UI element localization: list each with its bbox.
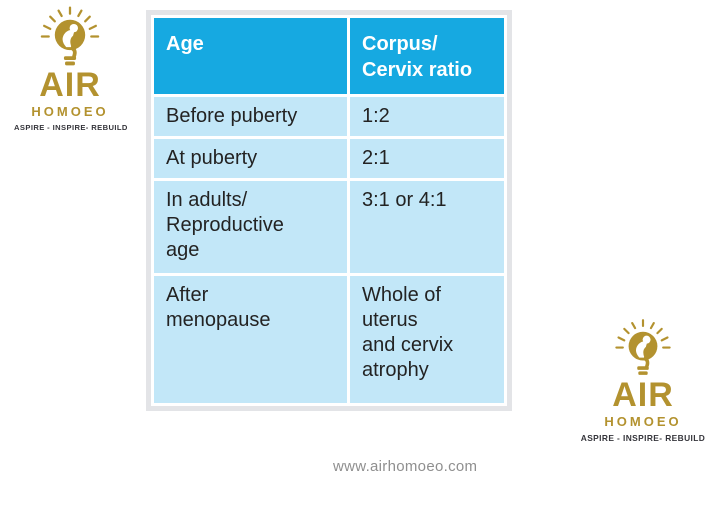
cell-ratio: 3:1 or 4:1	[350, 181, 504, 273]
cell-age: After menopause	[154, 276, 347, 403]
logo-subbrand-text: HOMOEO	[31, 103, 109, 119]
corpus-cervix-ratio-table: Age Corpus/ Cervix ratio Before puberty …	[146, 10, 512, 411]
logo-tagline-text: ASPIRE - INSPIRE- REBUILD	[14, 122, 128, 132]
table-row: After menopause Whole of uterus and cerv…	[154, 276, 504, 403]
website-url-text: www.airhomoeo.com	[333, 458, 478, 475]
table-header-row: Age Corpus/ Cervix ratio	[154, 18, 504, 94]
logo-brand-text: AIR	[612, 376, 674, 414]
lightbulb-logo-icon	[615, 319, 671, 375]
lightbulb-logo-icon	[40, 6, 100, 66]
cell-ratio: 2:1	[350, 139, 504, 178]
table-row: Before puberty 1:2	[154, 97, 504, 136]
table-row: In adults/ Reproductive age 3:1 or 4:1	[154, 181, 504, 273]
air-homoeo-logo-bottom-right: AIR HOMOEO ASPIRE - INSPIRE- REBUILD	[578, 318, 708, 443]
cell-age: In adults/ Reproductive age	[154, 181, 347, 273]
cell-age: At puberty	[154, 139, 347, 178]
cell-age: Before puberty	[154, 97, 347, 136]
cell-ratio: 1:2	[350, 97, 504, 136]
table-row: At puberty 2:1	[154, 139, 504, 178]
logo-brand-text: AIR	[39, 66, 101, 104]
air-homoeo-logo-top-left: AIR HOMOEO ASPIRE - INSPIRE- REBUILD	[14, 6, 128, 132]
logo-subbrand-text: HOMOEO	[604, 413, 682, 429]
cell-ratio: Whole of uterus and cervix atrophy	[350, 276, 504, 403]
header-cell-corpus-cervix-ratio: Corpus/ Cervix ratio	[350, 18, 504, 94]
header-cell-age: Age	[154, 18, 347, 94]
logo-tagline-text: ASPIRE - INSPIRE- REBUILD	[580, 432, 706, 443]
